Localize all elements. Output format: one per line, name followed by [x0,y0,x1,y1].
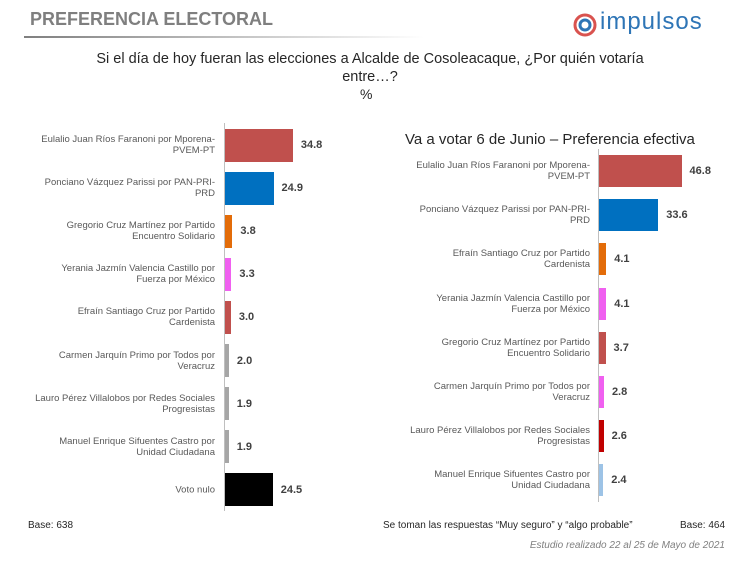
bar [225,430,229,464]
category-label: Gregorio Cruz Martínez por Partido Encue… [66,220,215,243]
bar [599,376,604,408]
category-label: Eulalio Juan Ríos Faranoni por Mporena-P… [416,160,590,182]
question: Si el día de hoy fueran las elecciones a… [96,51,644,85]
category-label: Yerania Jazmín Valencia Castillo por Fue… [436,292,590,315]
logo-text: impulsos [600,8,703,35]
value-label: 2.6 [611,430,627,443]
category-label: Carmen Jarquín Primo por Todos por Verac… [433,381,590,403]
bar [599,331,606,364]
value-label: 2.8 [611,386,628,398]
value-label: 24.9 [281,182,303,195]
category-label: Yerania Jazmín Valencia Castillo por Fue… [61,263,215,286]
study-date: Estudio realizado 22 al 25 de Mayo de 20… [529,540,725,551]
bar [225,300,231,334]
value-label: 3.3 [239,268,255,281]
value-label: 1.9 [236,440,252,453]
bar [225,344,229,377]
value-label: 2.4 [611,474,627,487]
value-label: 2.0 [236,354,253,367]
category-label: Carmen Jarquín Primo por Todos por Verac… [58,349,215,372]
category-label: Efraín Santiago Cruz por Partido Cardeni… [452,248,590,271]
bar [599,155,682,187]
bar [225,214,233,248]
bar [599,287,607,320]
bar [599,464,604,497]
category-label: Efraín Santiago Cruz por Partido Cardeni… [77,306,215,329]
axis-line [224,123,225,512]
value-label: 1.9 [236,397,252,410]
bar [599,199,659,232]
bar [225,473,273,507]
category-label: Lauro Pérez Villalobos por Redes Sociale… [35,392,215,415]
value-label: 33.6 [666,209,688,222]
base-right: Base: 464 [680,520,726,531]
category-label: Gregorio Cruz Martínez por Partido Encue… [441,336,590,359]
value-label: 46.8 [689,165,711,177]
value-label: 4.1 [614,253,630,266]
value-label: 3.8 [240,225,256,238]
bar [225,387,229,421]
value-label: 3.0 [238,311,255,324]
category-label: Ponciano Vázquez Parissi por PAN-PRI-PRD [419,204,590,227]
chart-title: Va a votar 6 de Junio – Preferencia efec… [405,131,695,148]
category-label: Manuel Enrique Sifuentes Castro por Unid… [59,435,215,458]
category-label: Manuel Enrique Sifuentes Castro por Unid… [434,469,590,492]
value-label: 24.5 [280,483,303,496]
bar [225,257,232,291]
category-label: Ponciano Vázquez Parissi por PAN-PRI-PRD [44,177,215,200]
bar [225,128,293,162]
value-label: 3.7 [613,341,629,354]
axis-line [598,148,599,503]
logo-icon [573,13,597,37]
value-label: 4.1 [614,297,630,310]
unit: % [360,86,373,102]
bar [599,420,604,453]
category-label: Lauro Pérez Villalobos por Redes Sociale… [410,425,590,448]
bar [599,243,607,276]
base-left: Base: 638 [28,520,74,531]
bar [225,171,274,205]
title-rule [24,36,424,38]
page-title: PREFERENCIA ELECTORAL [30,9,274,29]
note: Se toman las respuestas “Muy seguro” y “… [383,520,633,531]
value-label: 34.8 [300,139,323,151]
category-label: Eulalio Juan Ríos Faranoni por Mporena-P… [41,134,215,156]
category-label: Voto nulo [175,484,215,496]
